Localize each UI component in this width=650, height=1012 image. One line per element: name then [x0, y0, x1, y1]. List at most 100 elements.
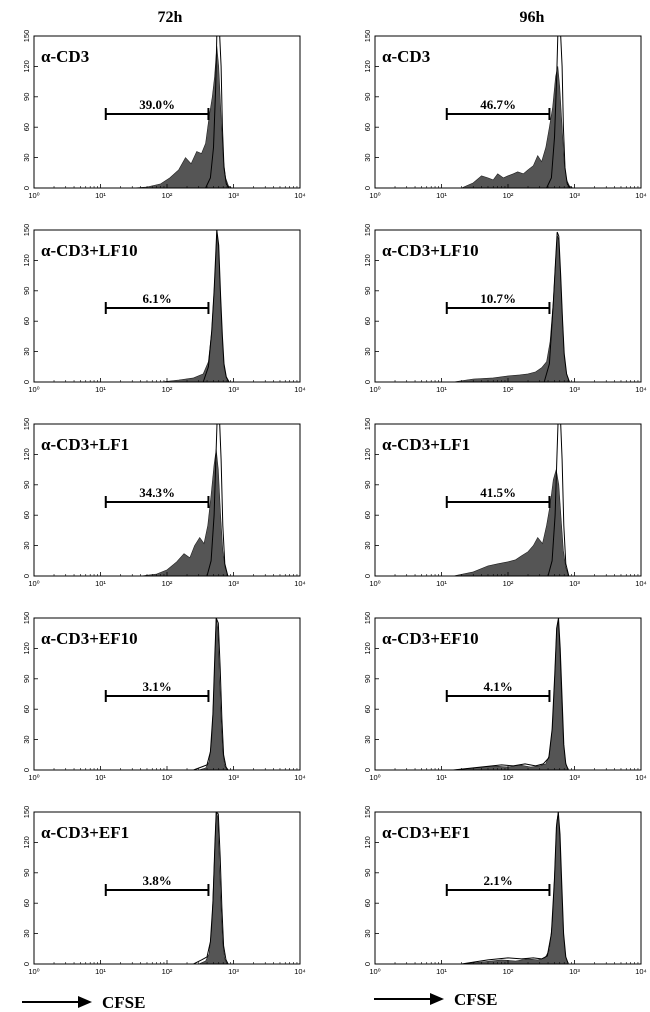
histogram-panel: 0 30 60 90 120 150 10⁰ 10¹ 10² 10³ 10⁴ 6.1% α-CD3+LF…: [22, 224, 306, 394]
x-tick-label: 10¹: [436, 773, 447, 782]
y-tick-label: 90: [363, 869, 372, 877]
gate-percentage: 4.1%: [483, 679, 512, 694]
x-tick-label: 10⁰: [28, 579, 39, 588]
y-tick-label: 120: [363, 642, 372, 655]
column-title-96h: 96h: [520, 9, 545, 26]
y-tick-label: 90: [22, 481, 31, 489]
x-tick-label: 10⁴: [635, 967, 647, 976]
x-tick-label: 10²: [503, 967, 514, 976]
y-tick-label: 150: [363, 418, 372, 431]
x-tick-label: 10²: [162, 773, 173, 782]
y-tick-label: 30: [363, 735, 372, 743]
gate-percentage: 46.7%: [480, 97, 516, 112]
y-tick-label: 120: [363, 836, 372, 849]
y-tick-label: 90: [363, 675, 372, 683]
x-tick-label: 10⁴: [635, 385, 647, 394]
gate-percentage: 2.1%: [483, 873, 512, 888]
outline-histogram: [547, 424, 570, 576]
x-tick-label: 10⁴: [294, 967, 306, 976]
x-tick-label: 10²: [162, 967, 173, 976]
x-tick-label: 10⁴: [635, 773, 647, 782]
y-tick-label: 150: [363, 806, 372, 819]
y-tick-label: 90: [22, 675, 31, 683]
histogram-panels: 0 30 60 90 120 150 10⁰ 10¹ 10² 10³ 10⁴ 39.0% α-CD3 0 3…: [22, 30, 647, 976]
histogram-panel: 0 30 60 90 120 150 10⁰ 10¹ 10² 10³ 10⁴ 41.5% α-CD3+L…: [363, 418, 647, 588]
y-tick-label: 30: [363, 347, 372, 355]
outline-histogram: [193, 812, 229, 964]
x-axis-label-left: CFSE: [22, 993, 145, 1012]
x-tick-label: 10¹: [436, 579, 447, 588]
x-tick-label: 10³: [569, 967, 580, 976]
panel-label: α-CD3+EF1: [41, 823, 129, 842]
y-tick-label: 60: [22, 511, 31, 519]
x-tick-label: 10¹: [95, 385, 106, 394]
x-tick-label: 10²: [162, 385, 173, 394]
x-tick-label: 10⁰: [369, 967, 380, 976]
y-tick-label: 0: [363, 768, 372, 772]
x-tick-label: 10¹: [436, 385, 447, 394]
filled-histogram: [453, 469, 570, 576]
histogram-panel: 0 30 60 90 120 150 10⁰ 10¹ 10² 10³ 10⁴ 39.0% α-CD3: [22, 30, 306, 200]
y-tick-label: 60: [363, 317, 372, 325]
x-tick-label: 10³: [228, 967, 239, 976]
y-tick-label: 90: [22, 93, 31, 101]
y-tick-label: 30: [363, 541, 372, 549]
x-tick-label: 10²: [503, 385, 514, 394]
panel-label: α-CD3+LF10: [382, 241, 479, 260]
y-tick-label: 90: [22, 869, 31, 877]
y-tick-label: 60: [22, 705, 31, 713]
histogram-panel: 0 30 60 90 120 150 10⁰ 10¹ 10² 10³ 10⁴ 10.7% α-CD3+L…: [363, 224, 647, 394]
x-tick-label: 10⁰: [28, 967, 39, 976]
filled-histogram: [132, 46, 233, 188]
gate-percentage: 3.8%: [142, 873, 171, 888]
x-tick-label: 10³: [569, 579, 580, 588]
x-tick-label: 10⁰: [28, 385, 39, 394]
y-tick-label: 90: [22, 287, 31, 295]
outline-histogram: [546, 36, 571, 188]
x-tick-label: 10²: [162, 579, 173, 588]
x-tick-label: 10⁴: [294, 773, 306, 782]
x-tick-label: 10⁰: [369, 773, 380, 782]
x-tick-label: 10²: [503, 773, 514, 782]
histogram-panel: 0 30 60 90 120 150 10⁰ 10¹ 10² 10³ 10⁴ 2.1% α-CD3+EF…: [363, 806, 647, 976]
x-tick-label: 10¹: [436, 967, 447, 976]
gate-percentage: 6.1%: [142, 291, 171, 306]
outline-histogram: [543, 231, 570, 382]
y-tick-label: 150: [22, 30, 31, 43]
y-tick-label: 120: [22, 254, 31, 267]
x-tick-label: 10³: [569, 773, 580, 782]
y-tick-label: 150: [22, 418, 31, 431]
y-tick-label: 60: [363, 123, 372, 131]
gate-percentage: 3.1%: [142, 679, 171, 694]
y-tick-label: 30: [363, 153, 372, 161]
y-tick-label: 30: [22, 541, 31, 549]
y-tick-label: 0: [22, 768, 31, 772]
x-tick-label: 10⁰: [28, 191, 39, 200]
y-tick-label: 60: [363, 899, 372, 907]
panel-label: α-CD3: [382, 47, 430, 66]
x-tick-label: 10⁴: [635, 579, 647, 588]
x-axis-label: CFSE: [102, 993, 145, 1012]
y-tick-label: 90: [363, 287, 372, 295]
histogram-panel: 0 30 60 90 120 150 10⁰ 10¹ 10² 10³ 10⁴ 34.3% α-CD3+L…: [22, 418, 306, 588]
gate-percentage: 34.3%: [139, 485, 175, 500]
x-tick-label: 10³: [228, 579, 239, 588]
outline-histogram: [202, 230, 230, 382]
y-tick-label: 120: [22, 642, 31, 655]
y-tick-label: 60: [22, 317, 31, 325]
y-tick-label: 60: [22, 123, 31, 131]
y-tick-label: 150: [363, 612, 372, 625]
outline-histogram: [206, 424, 229, 576]
x-axis-label: CFSE: [454, 990, 497, 1009]
panel-label: α-CD3+LF1: [41, 435, 129, 454]
y-tick-label: 120: [22, 448, 31, 461]
y-tick-label: 150: [22, 224, 31, 237]
x-tick-label: 10¹: [95, 967, 106, 976]
arrow-head-icon: [78, 996, 92, 1008]
x-tick-label: 10²: [503, 579, 514, 588]
y-tick-label: 120: [363, 448, 372, 461]
y-tick-label: 120: [363, 60, 372, 73]
x-tick-label: 10¹: [95, 773, 106, 782]
outline-histogram: [461, 812, 569, 964]
x-tick-label: 10¹: [436, 191, 447, 200]
